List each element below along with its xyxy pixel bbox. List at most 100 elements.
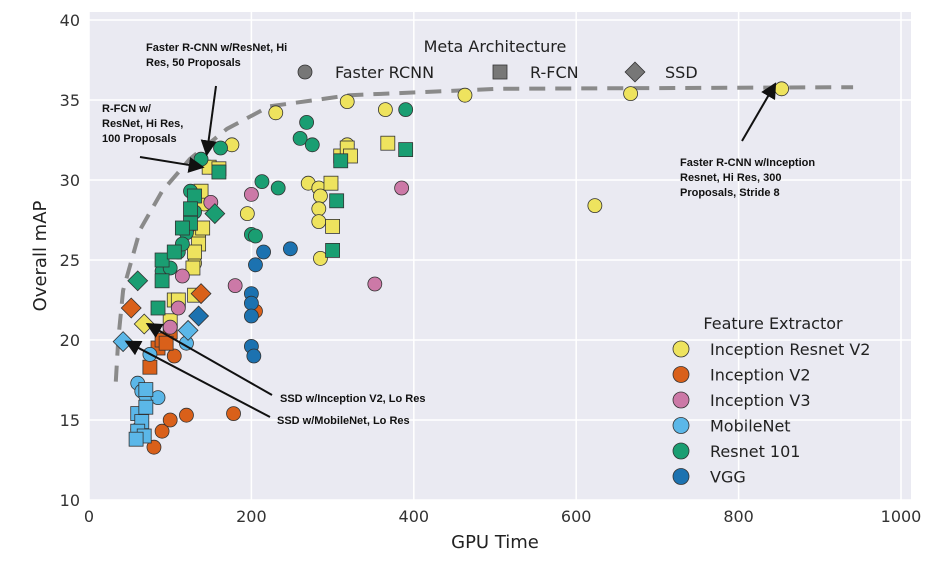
data-point-circle xyxy=(256,244,271,260)
annotation-text: SSD w/MobileNet, Lo Res xyxy=(277,415,410,427)
data-point-square xyxy=(329,193,345,209)
data-point-square xyxy=(323,175,339,191)
legend-color-swatch xyxy=(672,391,690,409)
legend-color-swatch xyxy=(672,442,690,460)
data-point-circle xyxy=(268,105,284,121)
data-point-diamond xyxy=(127,270,149,292)
annotation-arrow xyxy=(741,82,777,142)
extractor-legend-title: Feature Extractor xyxy=(703,314,843,333)
data-point-circle xyxy=(398,102,414,117)
data-point-square xyxy=(138,399,154,415)
data-point-circle xyxy=(239,206,255,222)
data-point-square xyxy=(187,244,202,260)
data-point-circle xyxy=(227,278,243,294)
data-point-circle xyxy=(170,300,186,316)
data-points xyxy=(112,81,790,455)
data-point-square xyxy=(325,242,341,258)
data-point-square xyxy=(174,220,190,236)
annotation-arrow xyxy=(145,323,273,396)
data-point-square xyxy=(187,188,202,204)
meta-architecture-legend: Meta Architecture Faster RCNN R-FCN SSD xyxy=(297,37,698,83)
data-point-square xyxy=(333,153,349,169)
legend-circle-icon xyxy=(297,64,313,80)
data-point-circle xyxy=(248,228,263,244)
y-tick-label: 40 xyxy=(60,11,80,30)
y-tick-label: 10 xyxy=(60,491,80,510)
data-point-circle xyxy=(248,257,263,273)
extractor-legend-label: Resnet 101 xyxy=(710,442,800,461)
annotation-text: R-FCN w/ xyxy=(102,103,151,115)
data-point-square xyxy=(325,218,341,234)
y-tick-label: 20 xyxy=(60,331,80,350)
data-point-circle xyxy=(394,180,410,196)
annotation-text: Resnet, Hi Res, 300 xyxy=(680,172,782,184)
x-tick-label: 600 xyxy=(561,507,592,526)
annotation-text: Proposals, Stride 8 xyxy=(680,187,780,199)
y-axis-label: Overall mAP xyxy=(30,200,51,311)
extractor-legend-label: MobileNet xyxy=(710,417,791,436)
x-axis-label: GPU Time xyxy=(451,532,539,553)
x-tick-label: 0 xyxy=(84,507,94,526)
data-point-diamond xyxy=(188,305,210,327)
data-point-circle xyxy=(226,406,241,422)
data-point-circle xyxy=(311,214,327,230)
feature-extractor-legend: Feature Extractor Inception Resnet V2 Inc… xyxy=(672,314,870,487)
annotations: Faster R-CNN w/ResNet, Hi Res, 50 Proposa… xyxy=(102,42,815,427)
data-point-circle xyxy=(254,174,270,190)
annotation-arrow xyxy=(124,340,271,418)
data-point-circle xyxy=(179,407,194,423)
meta-legend-label: Faster RCNN xyxy=(335,63,434,82)
data-point-circle xyxy=(377,102,393,117)
annotation-text: Faster R-CNN w/Inception xyxy=(680,157,815,169)
data-point-circle xyxy=(166,348,182,364)
data-point-square xyxy=(138,382,154,398)
data-point-square xyxy=(183,201,198,217)
data-point-circle xyxy=(193,151,209,167)
data-point-circle xyxy=(243,308,259,324)
x-tick-label: 400 xyxy=(399,507,430,526)
y-tick-label: 30 xyxy=(60,171,80,190)
legend-color-swatch xyxy=(672,340,690,358)
x-tick-label: 200 xyxy=(236,507,267,526)
data-point-circle xyxy=(162,319,178,335)
data-point-circle xyxy=(150,390,166,406)
data-point-square xyxy=(398,142,414,158)
annotation-text: SSD w/Inception V2, Lo Res xyxy=(280,393,425,405)
legend-color-swatch xyxy=(672,417,690,434)
data-point-circle xyxy=(367,276,383,292)
y-tick-label: 25 xyxy=(60,251,80,270)
data-point-circle xyxy=(623,86,639,101)
extractor-legend-label: Inception V3 xyxy=(710,391,811,410)
data-point-square xyxy=(185,260,201,276)
data-point-square xyxy=(154,273,170,289)
annotation-arrow xyxy=(139,156,205,173)
data-point-circle xyxy=(246,348,262,364)
x-tick-label: 800 xyxy=(723,507,754,526)
data-point-diamond xyxy=(120,297,142,319)
data-point-circle xyxy=(162,412,178,428)
data-point-circle xyxy=(299,115,315,130)
legend-diamond-icon xyxy=(624,61,646,83)
data-point-circle xyxy=(270,180,286,196)
data-point-diamond xyxy=(190,283,212,305)
data-point-square xyxy=(380,135,396,151)
extractor-legend-label: Inception V2 xyxy=(710,366,811,385)
data-point-circle xyxy=(311,201,327,217)
legend-color-swatch xyxy=(672,468,690,485)
data-point-square xyxy=(154,252,170,268)
meta-legend-title: Meta Architecture xyxy=(424,37,567,56)
data-point-circle xyxy=(282,241,298,257)
meta-legend-label: R-FCN xyxy=(530,63,579,82)
extractor-legend-label: VGG xyxy=(710,468,746,487)
data-point-circle xyxy=(457,87,473,103)
data-point-circle xyxy=(587,198,603,214)
data-point-circle xyxy=(313,188,328,204)
meta-legend-label: SSD xyxy=(665,63,698,82)
tick-labels: 0 200 400 600 800 1000 10 15 20 25 30 35 40 xyxy=(60,11,922,526)
data-point-square xyxy=(142,359,158,375)
data-point-circle xyxy=(154,423,170,439)
x-tick-label: 1000 xyxy=(881,507,922,526)
data-point-square xyxy=(158,335,174,351)
legend-color-swatch xyxy=(672,366,690,383)
data-point-square xyxy=(128,431,144,447)
